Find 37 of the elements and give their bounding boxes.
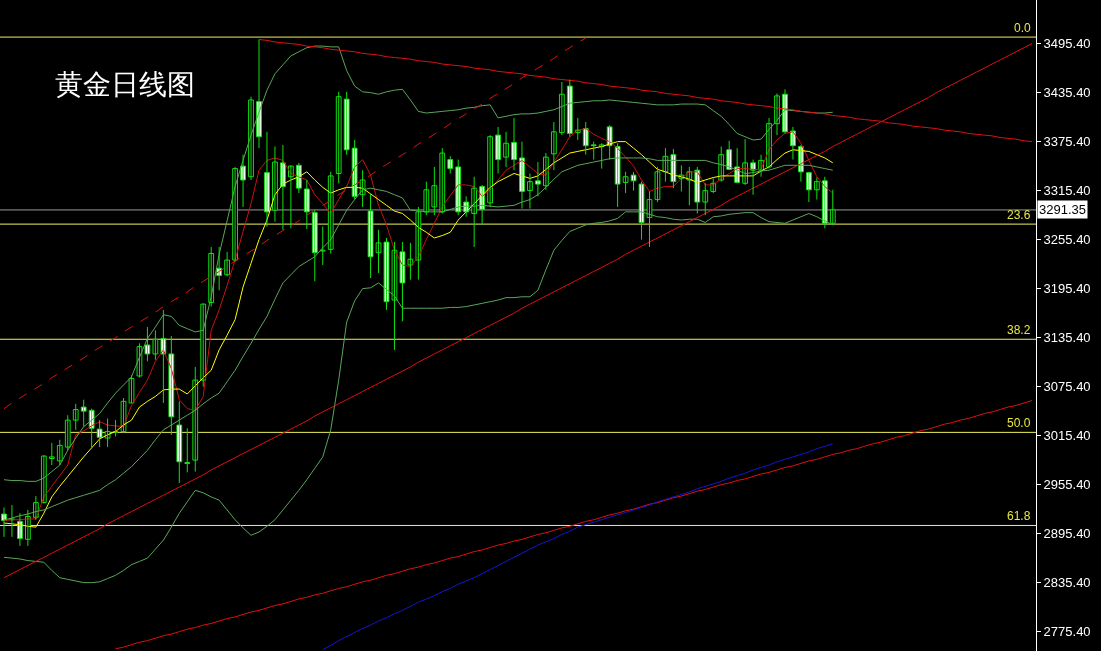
annotation: 61.8 <box>1007 509 1031 523</box>
candlestick <box>702 182 709 216</box>
candlestick <box>630 171 637 192</box>
candlestick <box>622 171 629 194</box>
line-series <box>3 43 1033 579</box>
y-tick-label: 2775.40 <box>1043 623 1091 639</box>
y-tick-label: 2955.40 <box>1043 476 1091 492</box>
candlestick <box>96 419 103 448</box>
line-series <box>322 443 834 651</box>
y-tick-label: 3195.40 <box>1043 280 1091 296</box>
line-series <box>115 400 1033 650</box>
candlestick <box>303 179 310 230</box>
y-tick-label: 2895.40 <box>1043 525 1091 541</box>
line-series <box>3 45 834 482</box>
candlestick <box>319 226 326 266</box>
annotation: 23.6 <box>1007 208 1031 222</box>
candlestick <box>590 141 597 161</box>
y-tick-label: 2835.40 <box>1043 574 1091 590</box>
y-tick-label: 3375.40 <box>1043 133 1091 149</box>
y-tick-label: 3075.40 <box>1043 378 1091 394</box>
candlestick <box>184 427 191 473</box>
candlestick <box>72 403 79 431</box>
y-tick-label: 3495.40 <box>1043 35 1091 51</box>
y-tick-label: 3435.40 <box>1043 84 1091 100</box>
y-tick-label: 3255.40 <box>1043 231 1091 247</box>
candlestick <box>829 189 836 226</box>
y-tick-label: 3015.40 <box>1043 427 1091 443</box>
y-tick-label: 3135.40 <box>1043 329 1091 345</box>
candlestick <box>80 399 87 428</box>
candlestick <box>48 442 55 466</box>
y-tick-label: 3315.40 <box>1043 182 1091 198</box>
ref-line-label: 3291.35 <box>1039 202 1086 217</box>
candlestick <box>431 166 438 216</box>
annotation: 0.0 <box>1014 21 1032 35</box>
annotation: 38.2 <box>1007 323 1031 337</box>
annotation: 50.0 <box>1007 416 1031 430</box>
text: 黄金日线图 <box>55 67 195 101</box>
